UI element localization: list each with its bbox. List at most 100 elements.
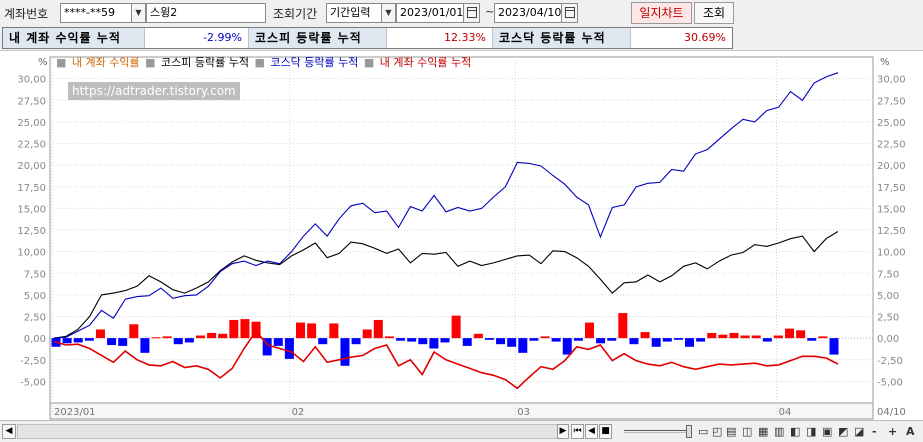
chart-area[interactable]: 30,00 30,00 27,50 27,50 25,00 25,00 22,50 22,50… — [0, 50, 923, 420]
account-label: 계좌번호 — [4, 7, 49, 21]
chart-tool-icon[interactable]: ◪ — [854, 425, 865, 438]
y-tick-label: 15,00 — [17, 204, 46, 215]
date-to-input[interactable]: 2023/04/10 — [494, 3, 562, 23]
date-to-calendar-button[interactable] — [561, 3, 578, 23]
return-chart[interactable]: 30,00 30,00 27,50 27,50 25,00 25,00 22,50 22,50… — [0, 51, 923, 421]
y-tick-label: 25,00 — [17, 118, 46, 129]
daily-return-bar — [729, 332, 739, 339]
chart-navigation-bar: ◀ ▶ ⏮ ◀ ■ ▶ ▭ ◰ ▤ ◫ ▦ ▥ ◧ ◨ ▣ ◩ ◪ - + A — [0, 420, 923, 442]
daily-return-bar — [362, 329, 372, 339]
y-tick-label-right: 7,50 — [877, 269, 899, 280]
y-unit-label: % — [38, 57, 48, 68]
daily-return-bar — [773, 335, 783, 339]
y-tick-label-right: 20,00 — [877, 161, 906, 172]
chart-tool-icon[interactable]: ◰ — [712, 425, 723, 438]
kospi-return-label: 코스피 등락률 누적 — [249, 28, 387, 48]
font-size-button[interactable]: A — [906, 425, 915, 438]
y-tick-label-right: 2,50 — [877, 313, 899, 324]
y-tick-label: 0,00 — [24, 334, 46, 345]
daily-return-bar — [518, 338, 528, 353]
daily-return-bar — [107, 338, 117, 346]
zoom-out-button[interactable]: - — [872, 425, 877, 438]
daily-return-bar — [396, 338, 406, 341]
summary-bar: 내 계좌 수익률 누적 -2.99% 코스피 등락률 누적 12.33% 코스닥… — [2, 27, 733, 49]
daily-return-bar — [140, 338, 150, 353]
my-return-label: 내 계좌 수익률 누적 — [3, 28, 145, 48]
zoom-slider-thumb[interactable] — [686, 425, 692, 438]
chart-tool-icon[interactable]: ▥ — [774, 425, 785, 438]
period-mode-dropdown-button[interactable]: ▼ — [381, 3, 396, 23]
prev-page-button[interactable]: ◀ — [585, 424, 598, 439]
chart-tool-icon[interactable]: ▭ — [698, 425, 709, 438]
kosdaq-return-label: 코스닥 등락률 누적 — [493, 28, 631, 48]
date-from-calendar-button[interactable] — [463, 3, 480, 23]
chart-tool-icon[interactable]: ▤ — [726, 425, 737, 438]
chart-tool-icon[interactable]: ▣ — [822, 425, 833, 438]
y-tick-label-right: 25,00 — [877, 118, 906, 129]
y-tick-label-right: 17,50 — [877, 183, 906, 194]
horizontal-scrollbar[interactable] — [17, 424, 558, 439]
daily-return-bar — [551, 338, 561, 342]
daily-return-bar — [373, 319, 383, 339]
daily-return-bar — [84, 338, 94, 341]
chart-tool-icon[interactable]: ◫ — [742, 425, 753, 438]
daily-return-bar — [262, 338, 272, 356]
y-tick-label-right: 30,00 — [877, 75, 906, 86]
chart-tool-icon[interactable]: ◩ — [838, 425, 849, 438]
y-tick-label: 30,00 — [17, 75, 46, 86]
legend-kosdaq-cumulative: 코스닥 등락률 누적 — [270, 56, 359, 69]
zoom-in-button[interactable]: + — [888, 425, 898, 438]
daily-return-bar — [640, 332, 650, 339]
account-dropdown-button[interactable]: ▼ — [131, 3, 146, 23]
daily-return-bar — [707, 332, 717, 339]
chart-tool-icon[interactable]: ▦ — [758, 425, 769, 438]
daily-return-bar — [118, 338, 128, 346]
daily-return-bar — [351, 338, 361, 345]
daily-return-bar — [229, 319, 239, 339]
daily-return-bar — [440, 338, 450, 343]
first-page-button[interactable]: ⏮ — [571, 424, 584, 439]
daily-return-bar — [329, 323, 339, 339]
stop-button[interactable]: ■ — [599, 424, 612, 439]
zoom-slider-track[interactable] — [624, 430, 690, 433]
daily-return-bar — [807, 338, 817, 341]
daily-return-bar — [162, 336, 172, 339]
y-tick-label-right: 15,00 — [877, 204, 906, 215]
legend-my-cumulative: 내 계좌 수익률 누적 — [379, 56, 472, 69]
daily-chart-button[interactable]: 일지차트 — [631, 2, 692, 24]
daily-return-bar — [785, 328, 795, 339]
chart-tool-icon[interactable]: ◧ — [790, 425, 801, 438]
strategy-field[interactable]: 스윙2 — [146, 3, 266, 23]
y-tick-label: 27,50 — [17, 96, 46, 107]
daily-return-bar — [751, 335, 761, 339]
daily-return-bar — [95, 329, 105, 339]
chart-tool-icon[interactable]: ◨ — [806, 425, 817, 438]
daily-return-bar — [151, 337, 161, 339]
date-from-input[interactable]: 2023/01/01 — [396, 3, 464, 23]
account-number-field[interactable]: ****-**59 — [60, 3, 132, 23]
daily-return-bar — [340, 338, 350, 366]
legend-kospi-cumulative: 코스피 등락률 누적 — [161, 56, 249, 69]
daily-return-bar — [685, 338, 695, 347]
kospi-return-value: 12.33% — [387, 28, 493, 48]
legend-square-4: ■ — [363, 56, 375, 69]
legend-square-3: ■ — [254, 56, 265, 69]
daily-return-bar — [662, 338, 672, 342]
daily-return-bar — [218, 333, 228, 339]
daily-return-bar — [473, 333, 483, 339]
date-range-tilde: ~ — [485, 5, 495, 18]
daily-return-bar — [618, 313, 628, 339]
daily-return-bar — [529, 338, 539, 341]
daily-return-bar — [207, 332, 217, 339]
daily-return-bar — [173, 338, 183, 345]
x-right-label: 04/10 — [877, 407, 906, 418]
y-tick-label: 12,50 — [17, 226, 46, 237]
scroll-left-button[interactable]: ◀ — [2, 424, 16, 439]
x-tick-label: 02 — [292, 407, 305, 418]
query-button[interactable]: 조회 — [694, 2, 734, 24]
y-tick-label-right: 12,50 — [877, 226, 906, 237]
chart-legend: ■ 내 계좌 수익률 ■ 코스피 등락률 누적 ■ 코스닥 등락률 누적 ■ 내… — [56, 54, 473, 70]
daily-return-bar — [796, 330, 806, 339]
scroll-right-button[interactable]: ▶ — [557, 424, 569, 439]
period-mode-select[interactable]: 기간입력 — [326, 3, 382, 23]
